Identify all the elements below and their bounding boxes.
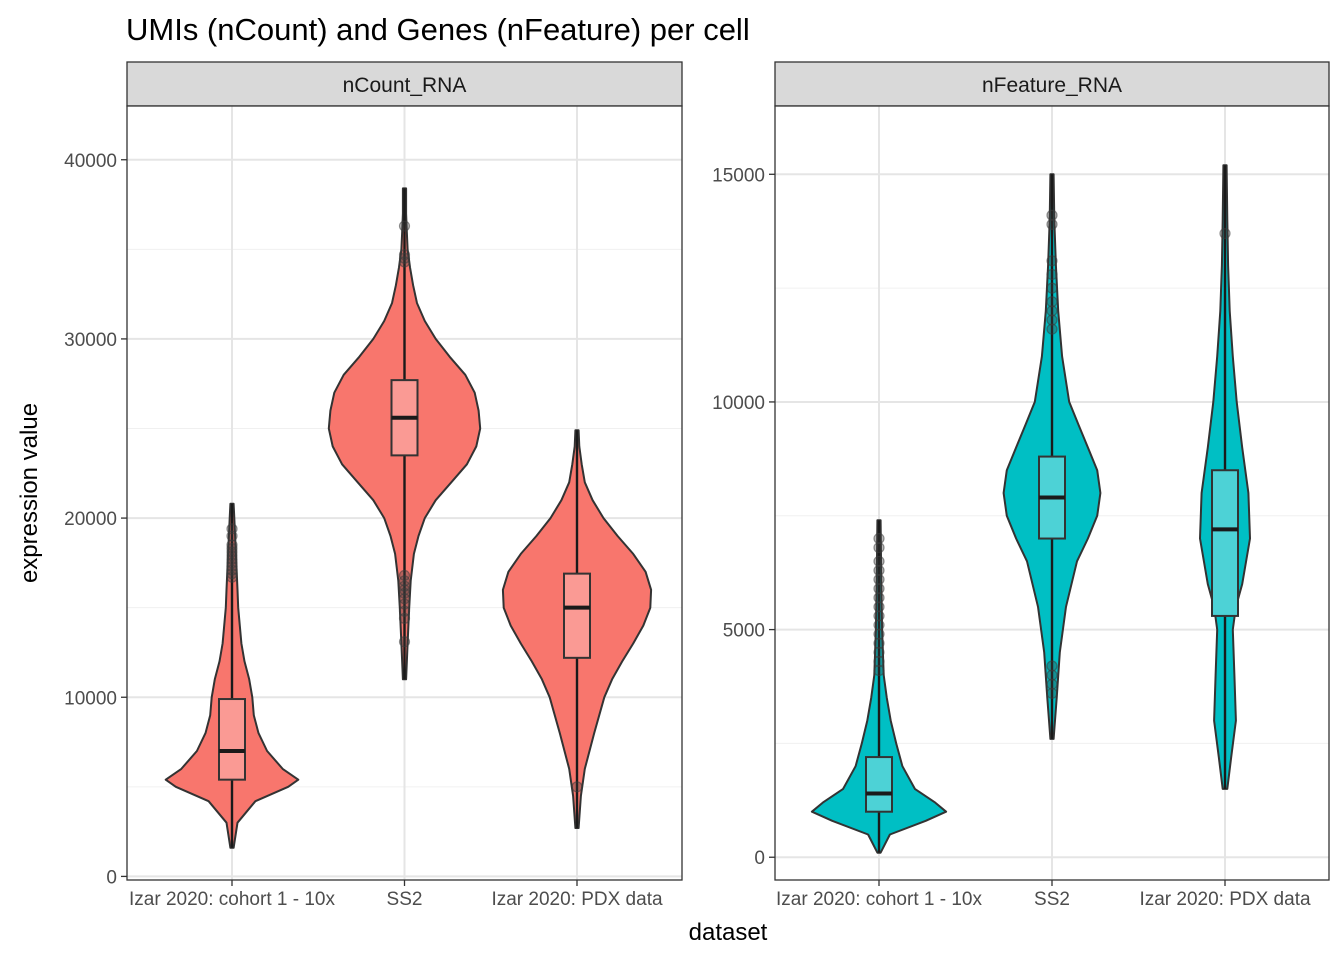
outlier-point	[1046, 296, 1058, 308]
y-tick-label: 10000	[712, 393, 765, 414]
outlier-point	[873, 646, 885, 658]
outlier-point	[226, 542, 238, 555]
box	[563, 572, 591, 659]
outlier-point	[1046, 660, 1058, 672]
outlier-point	[398, 569, 411, 582]
violin-group	[1002, 173, 1102, 740]
outlier-point	[873, 583, 885, 595]
strip-label-ncount: nCount_RNA	[343, 74, 467, 97]
outlier-point	[1046, 678, 1058, 690]
violin-group	[164, 502, 300, 849]
y-tick-label: 30000	[64, 330, 117, 351]
x-tick-label: Izar 2020: cohort 1 - 10x	[129, 889, 335, 910]
outlier-point	[1046, 314, 1058, 326]
y-tick-label: 0	[754, 848, 765, 869]
outlier-point	[873, 573, 885, 586]
x-axis-title: dataset	[689, 919, 768, 946]
outlier-point	[1046, 687, 1058, 699]
outlier-point	[1046, 255, 1058, 267]
box	[1211, 469, 1239, 617]
outlier-point	[226, 523, 238, 535]
panel-nfeature: nFeature_RNA 0 5000 10000 15000 Izar 2020: …	[712, 61, 1330, 910]
outlier-point	[1046, 218, 1058, 230]
panel-ncount: nCount_RNA 0 10000 20000 30000 40000 Izar 20…	[64, 61, 683, 910]
x-tick-label: SS2	[1034, 889, 1070, 910]
outlier-point	[1046, 282, 1058, 294]
violin-group	[810, 519, 948, 854]
strip-ncount	[126, 61, 683, 107]
x-tick-label: SS2	[387, 889, 423, 910]
outlier-point	[873, 628, 885, 640]
y-axis-title: expression value	[16, 403, 43, 583]
x-tick-label: Izar 2020: PDX data	[1139, 889, 1311, 910]
strip-nfeature	[774, 61, 1330, 107]
y-axis-nfeature: 0 5000 10000 15000	[712, 165, 775, 869]
outlier-point	[1046, 323, 1058, 335]
x-tick-label: Izar 2020: PDX data	[491, 889, 663, 910]
outlier-point	[571, 781, 583, 793]
outlier-point	[1046, 669, 1058, 681]
outlier-point	[226, 539, 238, 551]
y-tick-label: 0	[106, 867, 117, 888]
outlier-point	[873, 601, 885, 613]
y-tick-label: 15000	[712, 165, 765, 186]
outlier-point	[873, 564, 885, 577]
box	[865, 756, 893, 813]
y-tick-label: 10000	[64, 688, 117, 709]
outlier-point	[1046, 209, 1058, 221]
violin-group	[501, 429, 653, 829]
outlier-point	[873, 555, 885, 567]
y-axis-ncount: 0 10000 20000 30000 40000	[64, 151, 127, 888]
violins-nfeature	[810, 164, 1251, 854]
outlier-point	[398, 636, 411, 648]
strip-label-nfeature: nFeature_RNA	[982, 74, 1122, 97]
x-axis-nfeature: Izar 2020: cohort 1 - 10x SS2 Izar 2020: P…	[776, 880, 1311, 910]
chart-title: UMIs (nCount) and Genes (nFeature) per c…	[126, 12, 750, 47]
x-axis-ncount: Izar 2020: cohort 1 - 10x SS2 Izar 2020: P…	[129, 880, 663, 910]
y-tick-label: 5000	[723, 621, 765, 642]
outlier-point	[873, 637, 885, 649]
outlier-point	[873, 610, 885, 622]
outlier-point	[873, 655, 885, 668]
outlier-point	[398, 584, 411, 596]
outlier-point	[873, 664, 885, 677]
violins-ncount	[164, 187, 653, 849]
outlier-point	[873, 542, 885, 554]
outlier-point	[1046, 305, 1058, 317]
outlier-point	[398, 220, 411, 232]
violin-group	[327, 187, 482, 681]
outlier-point	[398, 252, 411, 264]
outlier-point	[398, 249, 411, 261]
x-tick-label: Izar 2020: cohort 1 - 10x	[776, 889, 982, 910]
outlier-point	[1219, 227, 1231, 240]
outlier-point	[873, 532, 885, 545]
outlier-point	[873, 592, 885, 604]
violin-group	[1199, 164, 1251, 790]
y-tick-label: 40000	[64, 151, 117, 172]
outlier-point	[1046, 268, 1058, 281]
box	[218, 698, 246, 781]
y-tick-label: 20000	[64, 509, 117, 530]
outlier-point	[873, 619, 885, 631]
